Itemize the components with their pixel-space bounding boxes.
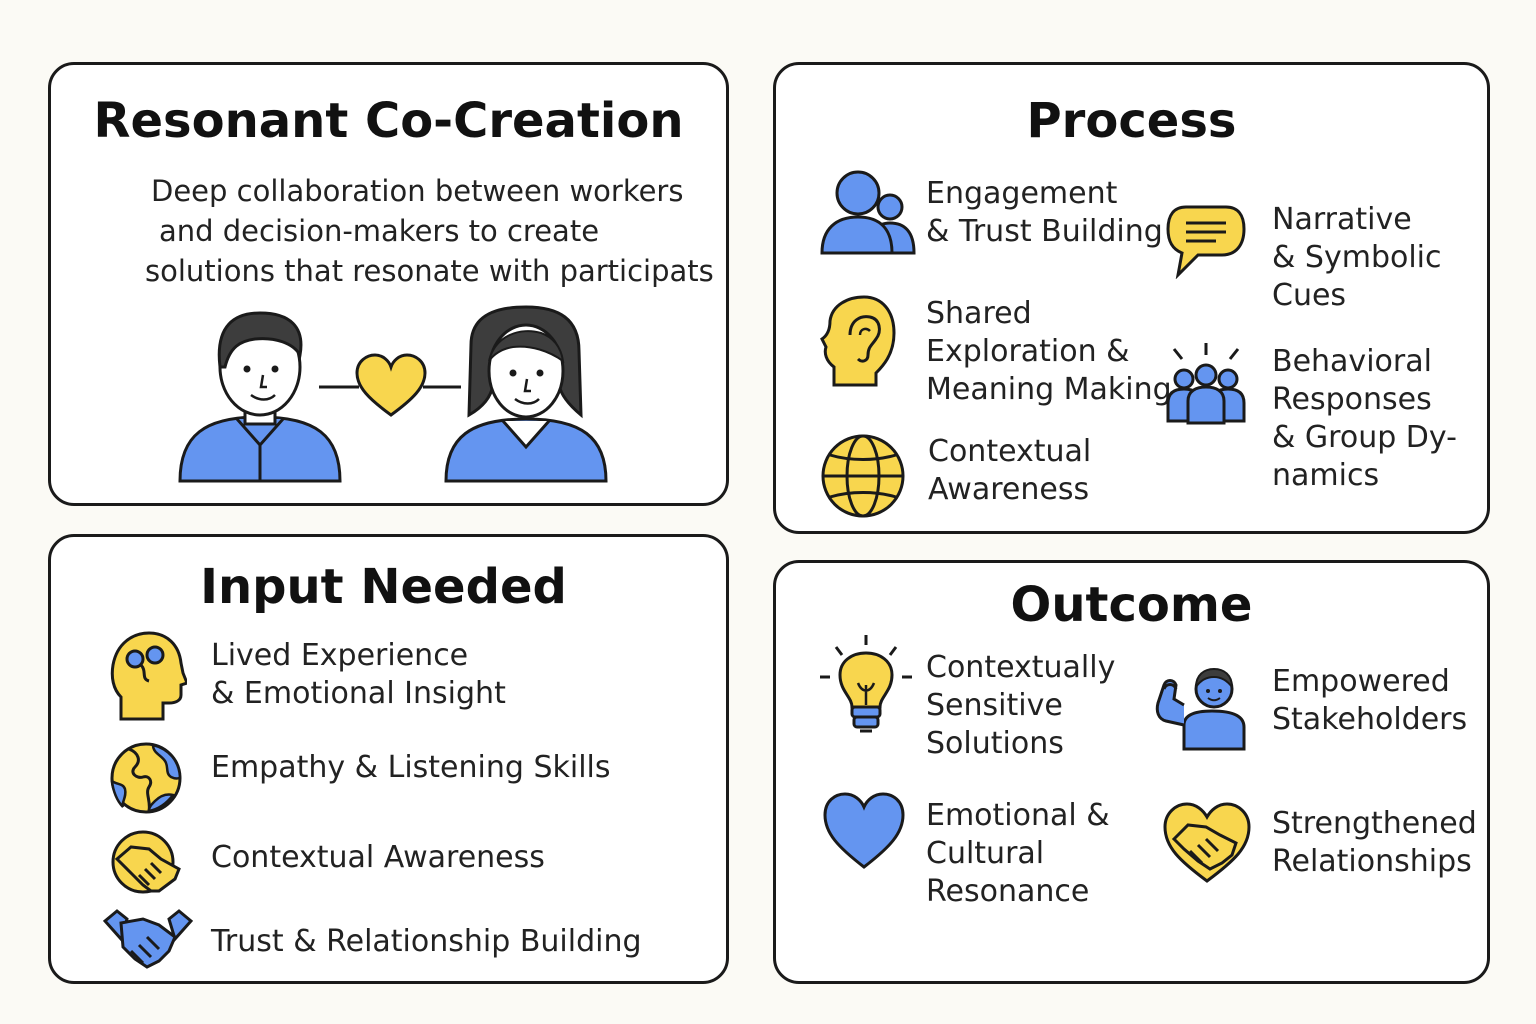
input-title: Input Needed xyxy=(200,559,567,615)
outcome-item-solutions-label: Contextually Sensitive Solutions xyxy=(926,650,1116,761)
cocreation-desc-line-3: solutions that resonate with participats xyxy=(145,254,714,288)
process-item-contextual-label: Contextual Awareness xyxy=(928,434,1092,507)
cocreation-panel: Resonant Co-Creation Deep collaboration … xyxy=(48,62,729,506)
people-icon xyxy=(820,170,916,255)
group-icon xyxy=(1166,343,1246,425)
cocreation-desc-line-1: Deep collaboration between workers xyxy=(151,174,684,208)
input-item-empathy-label: Empathy & Listening Skills xyxy=(211,750,611,785)
outcome-title: Outcome xyxy=(1010,577,1253,633)
lightbulb-icon xyxy=(820,635,912,733)
speech-bubble-icon xyxy=(1166,205,1246,279)
head-brain-icon xyxy=(110,631,187,721)
strong-person-icon xyxy=(1155,667,1246,751)
process-item-narrative-label: Narrative & Symbolic Cues xyxy=(1272,202,1442,313)
heart-handshake-icon xyxy=(1163,802,1251,883)
outcome-item-stakeholders-label: Empowered Stakeholders xyxy=(1272,664,1468,737)
outcome-panel: Outcome Contextually Sensitive Solutions E… xyxy=(773,560,1490,984)
cocreation-title: Resonant Co-Creation xyxy=(93,93,684,149)
heart-icon xyxy=(319,353,461,417)
man-avatar-icon xyxy=(178,311,342,483)
process-item-exploration-label: Shared Exploration & Meaning Making xyxy=(926,296,1172,407)
process-item-engagement-label: Engagement & Trust Building xyxy=(926,176,1163,249)
handshake-icon xyxy=(103,909,193,969)
process-panel: Process Engagement & Trust Building Share… xyxy=(773,62,1490,534)
woman-avatar-icon xyxy=(444,305,608,483)
input-item-trust-label: Trust & Relationship Building xyxy=(211,924,642,959)
outcome-item-resonance-label: Emotional & Cultural Resonance xyxy=(926,798,1110,909)
globe-icon xyxy=(821,434,905,518)
input-item-lived-label: Lived Experience & Emotional Insight xyxy=(211,638,506,711)
input-item-contextual-label: Contextual Awareness xyxy=(211,840,545,875)
earth-icon xyxy=(110,742,182,814)
process-item-behavioral-label: Behavioral Responses & Group Dy-namics xyxy=(1272,344,1457,493)
cocreation-desc-line-2: and decision-makers to create xyxy=(159,214,600,248)
handshake-circle-icon xyxy=(111,830,181,894)
ear-head-icon xyxy=(820,295,896,387)
heart-icon xyxy=(823,792,905,869)
input-panel: Input Needed Lived Experience & Emotional… xyxy=(48,534,729,984)
outcome-item-relationships-label: Strengthened Relationships xyxy=(1272,806,1477,879)
process-title: Process xyxy=(1026,93,1237,149)
